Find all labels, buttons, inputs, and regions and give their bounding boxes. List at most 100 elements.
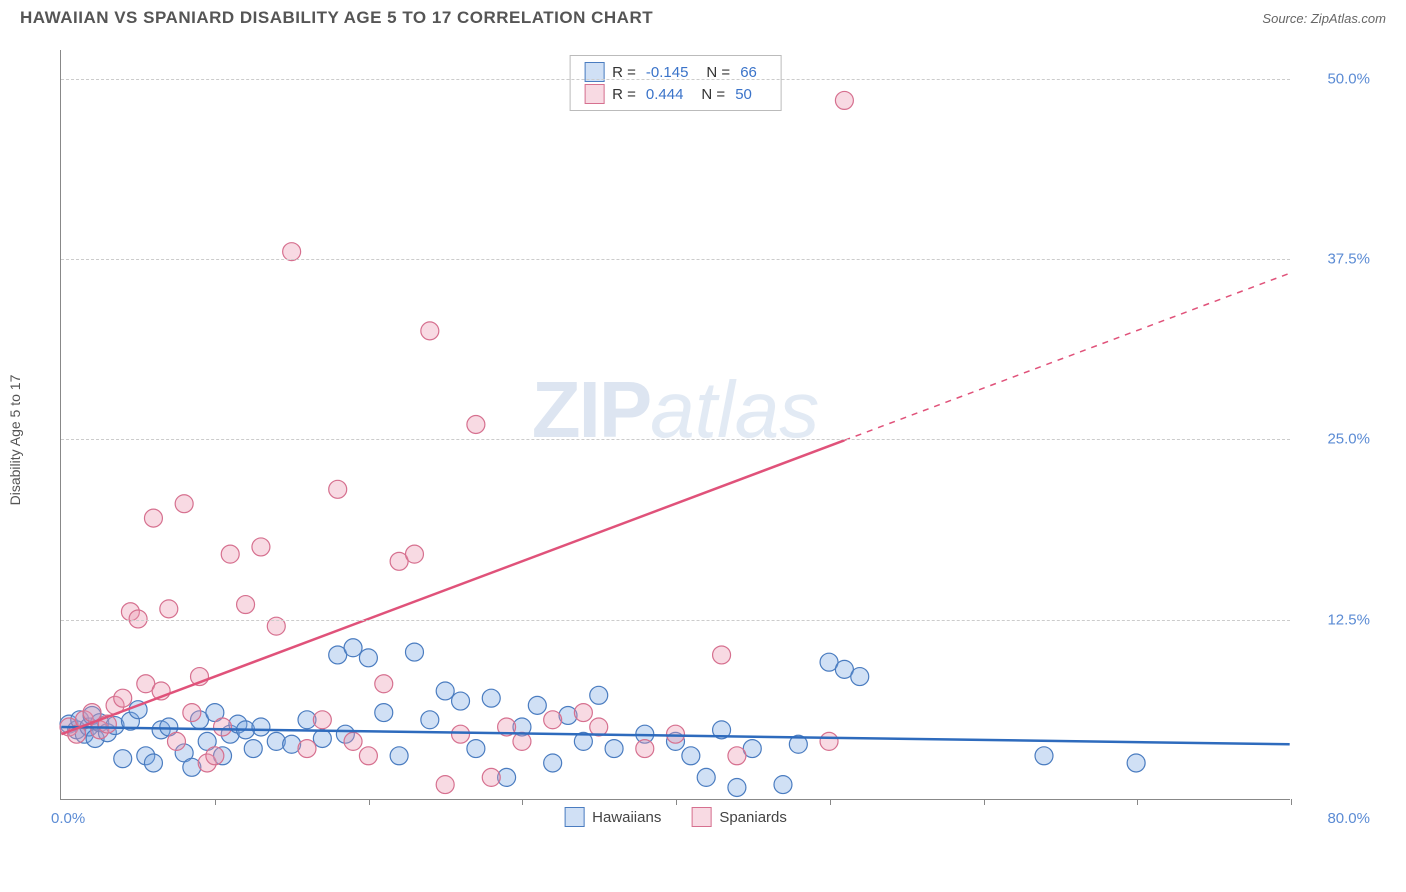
- n-value-1: 50: [735, 86, 752, 103]
- scatter-point: [528, 696, 546, 714]
- scatter-point: [221, 545, 239, 563]
- x-tick: [1137, 799, 1138, 805]
- x-tick: [215, 799, 216, 805]
- legend-item-hawaiians: Hawaiians: [564, 807, 661, 827]
- scatter-point: [375, 675, 393, 693]
- legend-swatch-spaniards: [584, 84, 604, 104]
- r-label-1: R =: [612, 86, 636, 103]
- scatter-point: [436, 776, 454, 794]
- scatter-point: [1035, 747, 1053, 765]
- scatter-point: [298, 740, 316, 758]
- scatter-point: [835, 91, 853, 109]
- scatter-point: [313, 711, 331, 729]
- y-tick-label: 25.0%: [1327, 431, 1370, 448]
- legend-row-spaniards: R = 0.444 N = 50: [584, 83, 767, 105]
- r-value-1: 0.444: [646, 86, 684, 103]
- scatter-point: [206, 747, 224, 765]
- scatter-point: [237, 596, 255, 614]
- gridline-h: [61, 79, 1290, 80]
- y-axis-label: Disability Age 5 to 17: [7, 375, 23, 506]
- scatter-point: [467, 416, 485, 434]
- scatter-point: [513, 732, 531, 750]
- x-tick: [830, 799, 831, 805]
- trend-line-dashed: [844, 273, 1289, 440]
- scatter-point: [421, 322, 439, 340]
- scatter-point: [482, 689, 500, 707]
- scatter-point: [313, 730, 331, 748]
- scatter-point: [820, 732, 838, 750]
- scatter-point: [244, 740, 262, 758]
- x-tick: [369, 799, 370, 805]
- scatter-point: [544, 754, 562, 772]
- plot-area: ZIPatlas R = -0.145 N = 66 R = 0.444 N =…: [60, 50, 1290, 800]
- scatter-point: [160, 600, 178, 618]
- scatter-point: [144, 754, 162, 772]
- scatter-point: [252, 718, 270, 736]
- source-label: Source:: [1262, 11, 1307, 26]
- x-tick: [1291, 799, 1292, 805]
- scatter-point: [544, 711, 562, 729]
- scatter-point: [344, 732, 362, 750]
- scatter-point: [144, 509, 162, 527]
- scatter-point: [728, 747, 746, 765]
- scatter-point: [605, 740, 623, 758]
- scatter-point: [728, 778, 746, 796]
- gridline-h: [61, 620, 1290, 621]
- scatter-point: [682, 747, 700, 765]
- scatter-point: [183, 704, 201, 722]
- x-tick: [984, 799, 985, 805]
- x-axis-max-label: 80.0%: [1327, 810, 1370, 827]
- scatter-point: [467, 740, 485, 758]
- scatter-point: [214, 718, 232, 736]
- scatter-point: [359, 649, 377, 667]
- scatter-point: [114, 689, 132, 707]
- gridline-h: [61, 259, 1290, 260]
- scatter-point: [452, 692, 470, 710]
- chart-title: HAWAIIAN VS SPANIARD DISABILITY AGE 5 TO…: [20, 8, 653, 28]
- source-name: ZipAtlas.com: [1311, 11, 1386, 26]
- source-attribution: Source: ZipAtlas.com: [1262, 11, 1386, 26]
- scatter-point: [667, 725, 685, 743]
- n-label-1: N =: [701, 86, 725, 103]
- scatter-point: [1127, 754, 1145, 772]
- x-axis-origin-label: 0.0%: [51, 810, 85, 827]
- legend-label-hawaiians: Hawaiians: [592, 809, 661, 826]
- scatter-point: [574, 704, 592, 722]
- scatter-point: [175, 495, 193, 513]
- legend-swatch-bottom-hawaiians: [564, 807, 584, 827]
- scatter-point: [851, 668, 869, 686]
- scatter-point: [436, 682, 454, 700]
- scatter-plot-svg: [61, 50, 1290, 799]
- scatter-point: [636, 740, 654, 758]
- scatter-point: [359, 747, 377, 765]
- y-tick-label: 50.0%: [1327, 70, 1370, 87]
- scatter-point: [421, 711, 439, 729]
- x-tick: [522, 799, 523, 805]
- scatter-point: [114, 750, 132, 768]
- series-legend: Hawaiians Spaniards: [564, 807, 787, 827]
- legend-item-spaniards: Spaniards: [691, 807, 787, 827]
- legend-label-spaniards: Spaniards: [719, 809, 787, 826]
- scatter-point: [405, 643, 423, 661]
- scatter-point: [375, 704, 393, 722]
- scatter-point: [344, 639, 362, 657]
- scatter-point: [329, 480, 347, 498]
- scatter-point: [697, 768, 715, 786]
- scatter-point: [283, 243, 301, 261]
- scatter-point: [252, 538, 270, 556]
- gridline-h: [61, 439, 1290, 440]
- y-tick-label: 12.5%: [1327, 611, 1370, 628]
- scatter-point: [452, 725, 470, 743]
- scatter-point: [590, 686, 608, 704]
- y-tick-label: 37.5%: [1327, 251, 1370, 268]
- legend-swatch-bottom-spaniards: [691, 807, 711, 827]
- scatter-point: [390, 747, 408, 765]
- scatter-point: [405, 545, 423, 563]
- scatter-point: [167, 732, 185, 750]
- correlation-legend: R = -0.145 N = 66 R = 0.444 N = 50: [569, 55, 782, 111]
- scatter-point: [482, 768, 500, 786]
- scatter-point: [713, 646, 731, 664]
- scatter-point: [83, 704, 101, 722]
- chart-container: Disability Age 5 to 17 ZIPatlas R = -0.1…: [50, 50, 1380, 830]
- scatter-point: [774, 776, 792, 794]
